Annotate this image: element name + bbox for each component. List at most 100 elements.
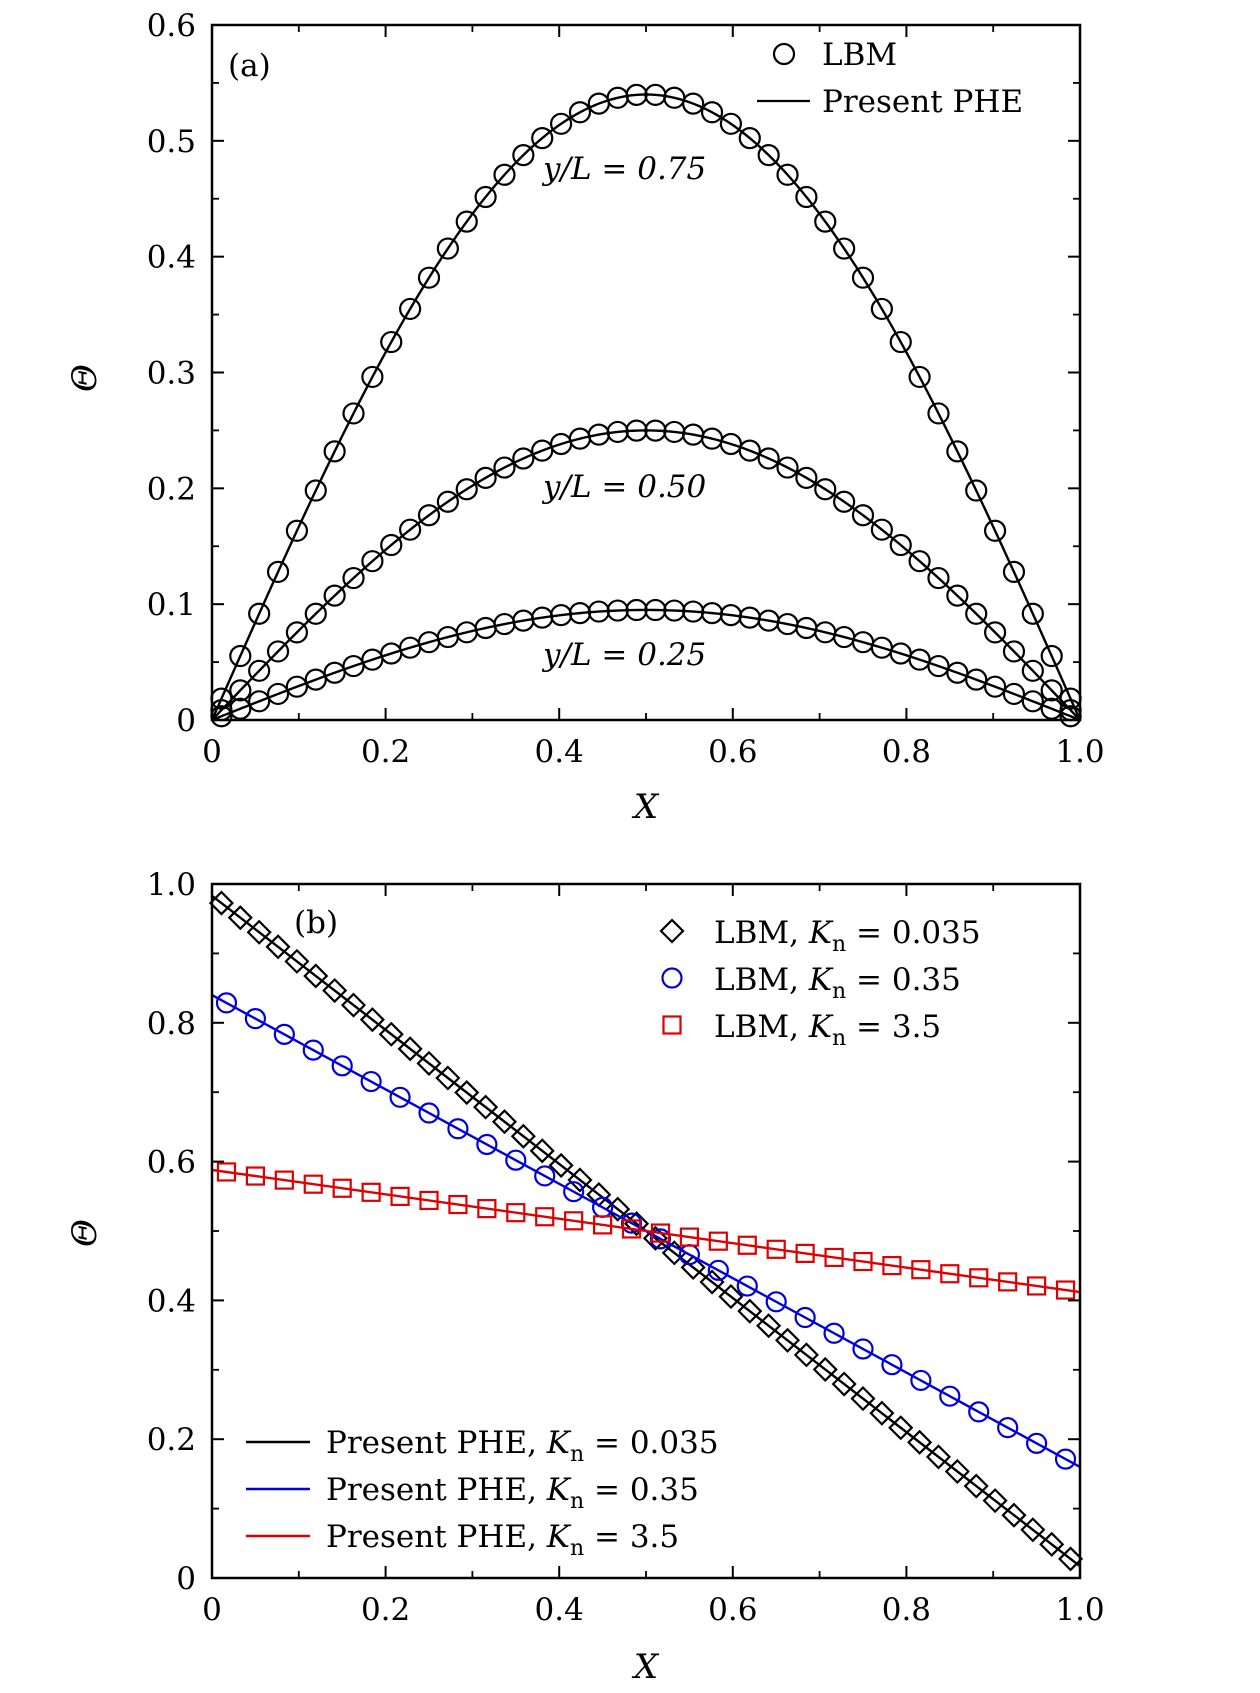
panel-b-lbm-point: [794, 1306, 816, 1329]
panel-b-lbm-point: [303, 1174, 323, 1194]
panel-b-lbm-point: [621, 1219, 642, 1239]
panel-b-lbm-point: [506, 1203, 526, 1223]
panel-a-lbm-point: [1021, 659, 1044, 682]
panel-b-lbm-point: [535, 1207, 555, 1227]
panel-a-ticks: 0 0.2 0.4 0.6 0.8 1.0 0 0.1 0.2 0.3 0.4 0.5 0.6: [147, 8, 1105, 770]
panel-a-lbm-point: [946, 661, 969, 684]
panel-b-lbm-point: [592, 1215, 613, 1235]
panel-a-lbm-point: [965, 479, 988, 502]
panel-b-lbm-point: [360, 1070, 382, 1093]
legend-lbm-sub: n: [832, 1026, 846, 1051]
panel-b-lbm-point: [564, 1211, 584, 1231]
panel-a-lbm-point: [512, 447, 535, 470]
legend-lbm-k: K: [808, 915, 834, 951]
legend-lbm-text-2: LBM, Kn = 3.5: [714, 1009, 941, 1051]
panel-b-lbm-point: [534, 1165, 556, 1187]
panel-a-xtick-label: 0.6: [708, 734, 757, 770]
panel-a-lbm-point: [625, 83, 648, 106]
panel-a-lbm-point: [455, 478, 478, 501]
panel-b-lbm-point: [882, 1256, 902, 1276]
panel-b-xtick-label: 1.0: [1055, 1592, 1104, 1628]
panel-b-lbm-point: [853, 1251, 873, 1272]
panel-a-xtick-label: 0.2: [361, 734, 410, 770]
panel-a-lbm-point: [248, 602, 271, 625]
panel-a-lbm-point: [795, 185, 818, 209]
panel-b-lbm-point: [331, 1055, 353, 1077]
panel-a-lbm-point: [625, 598, 648, 622]
panel-b-ytick-label: 1.0: [147, 867, 196, 903]
panel-a-lbm-point: [738, 439, 761, 462]
legend-phe-sub: n: [570, 1536, 584, 1561]
panel-b-lbm-point: [1054, 1448, 1077, 1470]
panel-b-lbm-point: [477, 1199, 497, 1219]
panel-b-lbm-point: [963, 1473, 989, 1499]
panel-a-lbm-point: [1040, 679, 1063, 702]
panel-b-lbm-point: [708, 1231, 728, 1251]
panel-a-xlabel: X: [631, 787, 660, 827]
panel-b-lbm-point: [476, 1133, 498, 1156]
panel-b-lbm-point: [510, 1123, 536, 1149]
panel-b-lbm-point: [881, 1354, 903, 1376]
legend-phe-sub: n: [570, 1489, 584, 1514]
panel-b-lbm-point: [756, 1313, 782, 1339]
panel-b-lbm-point: [869, 1400, 895, 1426]
panel-b-lbm-point: [766, 1239, 786, 1259]
panel-a-lbm-point: [436, 490, 459, 513]
panel-b-lbm-point: [245, 1166, 265, 1186]
panel-b-lbm-point: [361, 1182, 381, 1202]
panel-b-xlabel: X: [631, 1647, 660, 1687]
panel-a-lbm-point: [1021, 602, 1044, 625]
panel-b-lbm-point: [650, 1223, 671, 1243]
panel-b-phe-line-2: [211, 1168, 1081, 1294]
panel-b-lbm-point: [679, 1227, 700, 1247]
panel-b-lbm-point: [765, 1291, 787, 1313]
panel-a: 0 0.2 0.4 0.6 0.8 1.000.10.20.30.40.50.6 (a) …: [65, 8, 1105, 827]
panel-b-lbm-point: [1058, 1546, 1084, 1572]
panel-a-lbm-point: [757, 447, 780, 470]
panel-a-lbm-point: [908, 550, 931, 573]
panel-a-ytick-label: 0.3: [147, 356, 196, 392]
panel-a-lbm-point: [606, 599, 629, 622]
panel-b-lbm-point: [418, 1102, 440, 1124]
legend-lbm-value: = 3.5: [846, 1009, 941, 1045]
panel-b-lbm-point: [1020, 1517, 1046, 1543]
panel-a-lbm-point: [285, 675, 309, 698]
panel-a-ytick-label: 0.2: [147, 471, 196, 507]
legend-lbm-marker-2: [662, 1015, 682, 1035]
legend-phe-text-2: Present PHE, Kn = 3.5: [326, 1519, 679, 1561]
panel-a-ytick-label: 0: [176, 703, 196, 739]
panel-b-lbm-point: [359, 1007, 385, 1033]
panel-a-xtick-label: 0: [202, 734, 222, 770]
legend-lbm-marker-0: [659, 918, 685, 944]
panel-b-ytick-label: 0.8: [147, 1006, 196, 1042]
legend-lbm-k: K: [808, 1009, 834, 1045]
panel-a-lbm-point: [757, 144, 780, 167]
panel-b-lbm-point: [997, 1417, 1019, 1439]
panel-b-lbm-point: [284, 948, 310, 974]
panel-a-lbm-point: [700, 101, 724, 124]
legend-phe-prefix: Present PHE,: [326, 1425, 547, 1461]
panel-a-xtick-label: 0.4: [535, 734, 584, 770]
panel-b-xtick-label: 0.2: [361, 1592, 410, 1628]
curve-label-075: y/L = 0.75: [541, 151, 706, 187]
panel-a-lbm-point: [436, 237, 459, 260]
panel-b-lbm-point: [274, 1170, 294, 1190]
panel-b-lbm-point: [273, 1023, 295, 1045]
panel-b-lbm-point: [939, 1385, 961, 1407]
panel-a-lbm-point: [965, 668, 988, 691]
panel-a-lbm-point: [304, 602, 327, 625]
panel-a-lbm-point: [1002, 682, 1026, 706]
legend-lbm-label: LBM: [822, 37, 897, 73]
legend-lbm-prefix: LBM,: [714, 915, 809, 951]
panel-a-lbm-point: [851, 266, 875, 289]
panel-b-lbm-point: [227, 905, 253, 931]
panel-a-lbm-point: [248, 690, 271, 713]
panel-a-lbm-point: [776, 163, 799, 186]
panel-b-lbm-point: [718, 1284, 744, 1310]
panel-b-xtick-label: 0: [202, 1592, 222, 1628]
panel-b-lbm-point: [244, 1008, 266, 1030]
legend-phe-sub: n: [570, 1442, 584, 1467]
